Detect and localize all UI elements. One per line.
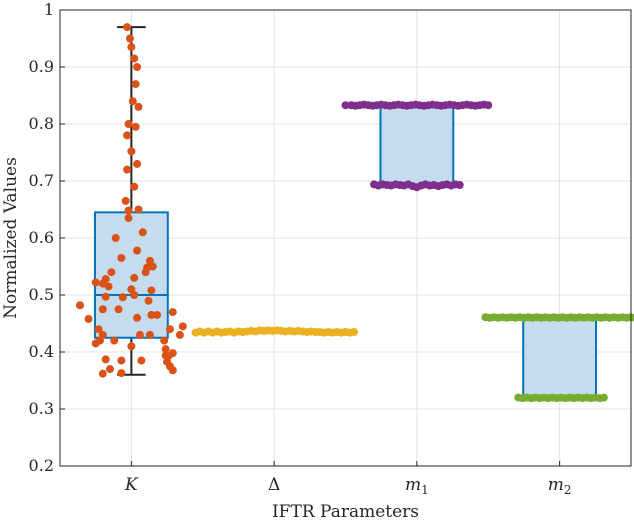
data-point xyxy=(455,180,464,189)
data-point xyxy=(484,101,493,110)
data-point xyxy=(117,253,126,262)
data-point xyxy=(114,305,123,314)
x-axis-title: IFTR Parameters xyxy=(272,502,419,522)
y-tick-labels: 0.2 0.3 0.4 0.5 0.6 0.7 0.8 0.9 1 xyxy=(29,0,54,475)
data-point xyxy=(161,345,170,354)
series-Δ xyxy=(191,326,359,337)
data-point xyxy=(127,147,136,156)
data-point xyxy=(141,268,150,277)
y-tick-label: 0.4 xyxy=(29,342,54,361)
scatter-points xyxy=(75,23,634,403)
data-point xyxy=(631,314,634,322)
data-point xyxy=(130,182,139,191)
data-point xyxy=(133,313,142,322)
y-tick-label: 0.7 xyxy=(29,171,54,190)
y-tick-label: 0.8 xyxy=(29,114,54,133)
data-point xyxy=(599,393,608,402)
data-point xyxy=(165,325,174,334)
data-point xyxy=(135,330,144,339)
x-tick-label: Δ xyxy=(268,475,280,495)
data-point xyxy=(153,310,162,319)
data-point xyxy=(133,246,142,255)
series-m1 xyxy=(341,100,493,192)
x-tick-label-subscript: 2 xyxy=(564,483,572,497)
data-point xyxy=(137,356,146,365)
data-point xyxy=(133,63,142,71)
data-point xyxy=(123,131,132,140)
data-point xyxy=(341,101,350,110)
data-point xyxy=(130,273,139,282)
data-point xyxy=(168,308,177,317)
data-point xyxy=(104,282,113,291)
data-point xyxy=(147,310,156,319)
data-point xyxy=(131,122,140,131)
data-point xyxy=(127,43,136,52)
data-point xyxy=(101,355,110,364)
box-rect xyxy=(522,316,598,399)
data-point xyxy=(91,278,100,287)
y-tick-label: 0.6 xyxy=(29,228,54,247)
data-point xyxy=(94,325,103,334)
y-tick-label: 0.9 xyxy=(29,57,54,76)
data-point xyxy=(117,369,126,378)
y-tick-label: 0.2 xyxy=(29,456,54,475)
y-tick-label: 0.5 xyxy=(29,285,54,304)
data-point xyxy=(160,336,169,345)
x-tick-label-main: K xyxy=(124,475,139,495)
data-point xyxy=(107,268,116,277)
box-rect xyxy=(379,104,455,188)
data-point xyxy=(125,34,134,43)
data-point xyxy=(127,342,136,351)
data-point xyxy=(111,234,120,242)
series-m2 xyxy=(481,313,634,403)
axes xyxy=(59,9,632,467)
data-point xyxy=(130,54,139,63)
data-point xyxy=(101,292,110,301)
data-point xyxy=(117,356,126,365)
data-point xyxy=(138,228,147,237)
y-tick-label: 0.3 xyxy=(29,399,54,418)
data-point xyxy=(134,102,143,111)
data-point xyxy=(91,339,100,348)
data-point xyxy=(350,328,359,337)
data-point xyxy=(175,330,184,339)
data-point xyxy=(128,97,137,106)
x-tick-label-main: m xyxy=(405,475,421,495)
data-point xyxy=(121,196,130,205)
x-tick-label: m1 xyxy=(405,475,429,497)
data-point xyxy=(105,365,114,374)
data-point xyxy=(118,293,127,302)
data-point xyxy=(178,322,187,331)
data-point xyxy=(98,305,107,314)
data-point xyxy=(147,286,156,295)
y-tick-label: 1 xyxy=(44,0,54,19)
data-point xyxy=(124,206,133,215)
data-point xyxy=(110,336,119,345)
x-tick-label-main: Δ xyxy=(268,475,280,495)
x-tick-label-subscript: 1 xyxy=(421,483,429,497)
data-point xyxy=(124,214,133,223)
data-point xyxy=(123,165,132,174)
data-point xyxy=(123,23,132,32)
x-tick-label: K xyxy=(124,475,139,495)
data-point xyxy=(98,369,107,378)
data-point xyxy=(75,301,84,310)
data-point xyxy=(168,366,177,375)
box-layer xyxy=(93,26,598,399)
data-point xyxy=(124,120,133,128)
series-K xyxy=(75,23,187,378)
x-tick-label: m2 xyxy=(548,475,572,497)
x-tick-label-main: m xyxy=(548,475,564,495)
data-point xyxy=(133,159,142,168)
data-point xyxy=(131,80,140,89)
y-axis-title: Normalized Values xyxy=(1,157,21,319)
data-point xyxy=(145,330,154,339)
data-point xyxy=(84,314,93,323)
data-point xyxy=(130,291,139,299)
data-point xyxy=(134,205,143,214)
data-point xyxy=(144,296,153,305)
